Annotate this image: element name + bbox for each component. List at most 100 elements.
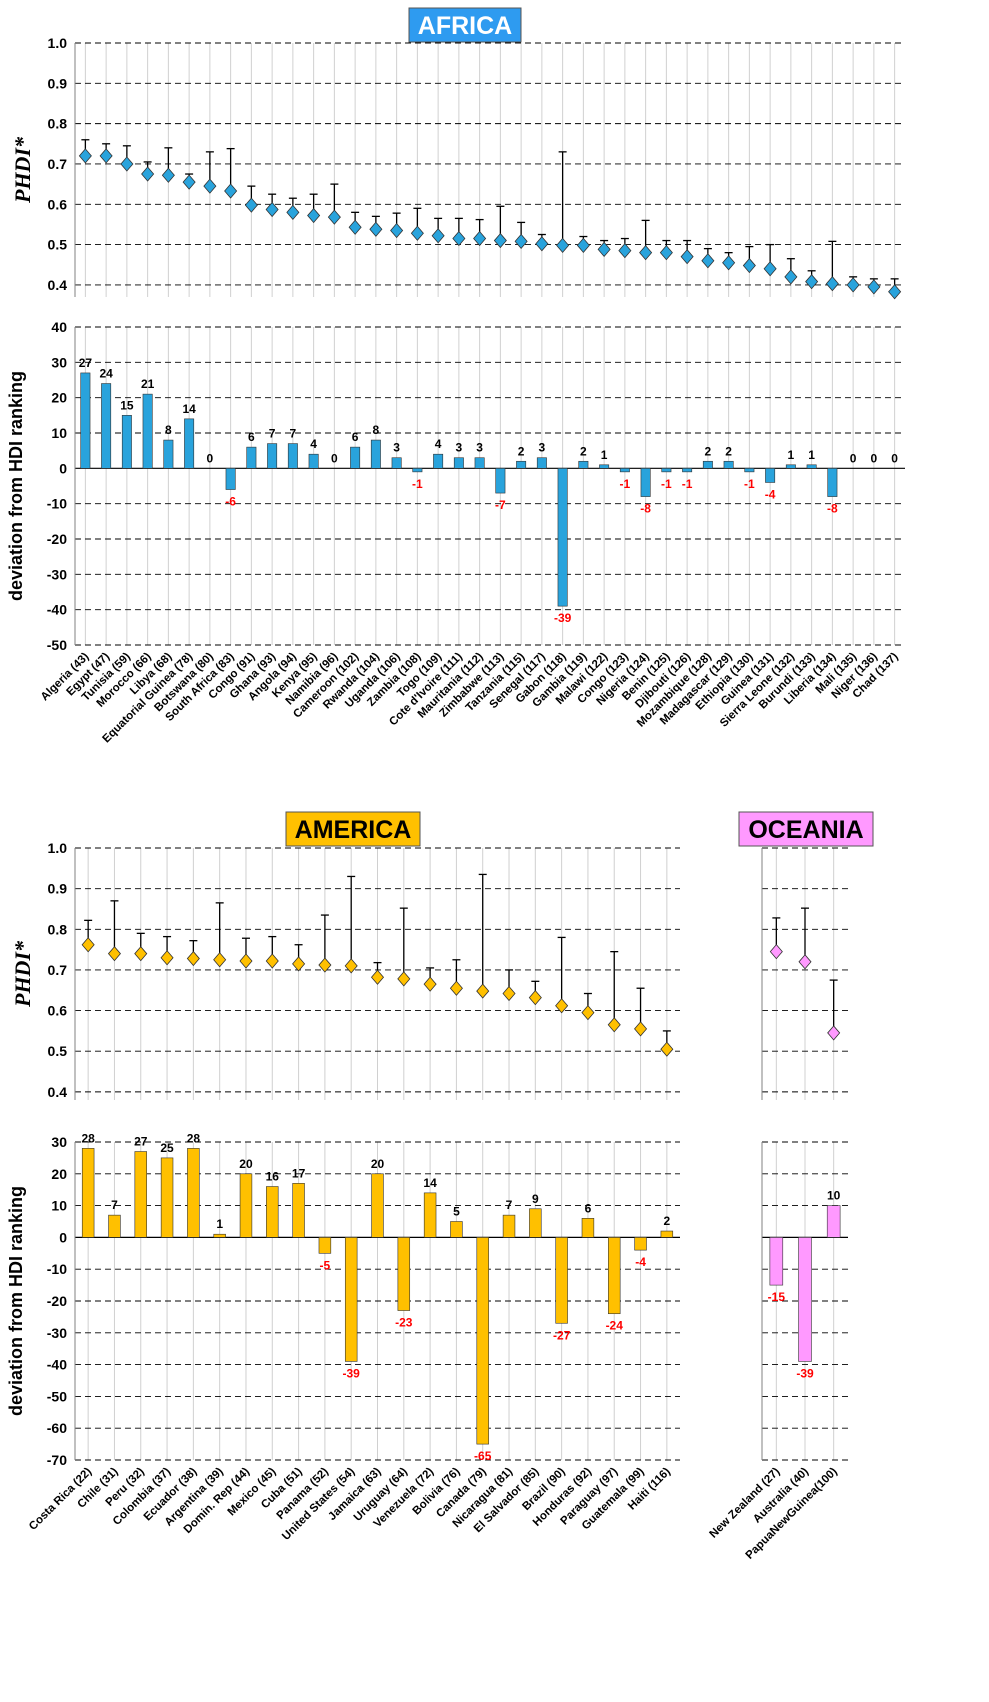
y-tick-label: -70 [47,1452,67,1468]
y-tick-label: 40 [51,319,67,335]
bar [287,443,298,469]
diamond [473,230,487,247]
data-label: -65 [474,1449,492,1463]
data-label: 5 [453,1205,460,1219]
diamond [203,178,217,194]
data-label: 27 [79,356,93,370]
bar [682,468,693,473]
diamond [618,243,632,259]
y-tick-label: -40 [47,1357,67,1373]
diamond [846,277,860,293]
data-label: -7 [495,498,506,512]
diamond [556,237,570,254]
y-tick-label: -30 [47,1325,67,1341]
data-label: -39 [796,1366,814,1380]
y-tick-label: -20 [47,1293,67,1309]
data-label: 0 [850,451,857,465]
diamond [763,261,777,277]
bar [660,1230,674,1238]
data-label: 24 [99,367,113,381]
diamond [397,971,411,987]
diamond [493,232,507,249]
bar [108,1214,121,1238]
data-label: 0 [207,451,214,465]
diamond [680,249,694,265]
title-box [285,811,421,847]
data-label: -1 [620,477,631,491]
bar [350,446,361,469]
diamond [410,225,424,241]
data-label: 1 [788,448,795,462]
data-label: -5 [320,1258,331,1272]
data-label: -39 [554,611,572,625]
bar [318,1237,332,1254]
y-tick-label: 0.4 [48,1084,68,1100]
bar [581,1218,595,1238]
bar [476,1237,489,1445]
data-label: -24 [606,1319,624,1333]
diamond [825,276,839,292]
y-tick-label: -10 [47,496,67,512]
y-tick-label: -60 [47,1420,67,1436]
diamond [390,222,404,239]
data-label: -1 [682,477,693,491]
data-label: -39 [343,1366,361,1380]
title-box [408,7,522,43]
bar [184,418,195,469]
diamond [265,201,279,218]
bar [134,1151,147,1238]
chart-title: AMERICA [295,816,412,844]
bar [397,1237,411,1311]
bar [578,460,589,469]
diamond [769,944,783,960]
diamond [576,237,590,254]
data-label: 7 [111,1198,118,1212]
data-label: -8 [640,502,651,516]
y-axis-label: deviation from HDI ranking [6,1186,26,1416]
diamond [528,989,542,1006]
data-label: -15 [768,1290,786,1304]
diamond [607,1017,621,1033]
bar [81,1148,95,1238]
chart-title: OCEANIA [748,816,863,844]
diamond [307,207,321,224]
diamond [798,954,812,970]
diamond [827,1025,841,1041]
diamond [535,236,549,252]
diamond [581,1004,595,1021]
diamond [134,946,148,962]
diamond [449,980,463,996]
diamond [888,284,902,300]
y-tick-label: -50 [47,1388,67,1404]
bar [599,464,610,469]
diamond [292,956,306,972]
diamond [369,221,383,237]
diamond [182,174,196,190]
bar [267,443,278,469]
y-tick-label: -10 [47,1261,67,1277]
data-label: -23 [395,1316,413,1330]
diamond [286,204,300,220]
data-label: -8 [827,502,838,516]
diamond [78,148,92,164]
data-label: 2 [705,444,712,458]
diamond [660,1041,674,1057]
data-label: 21 [141,377,155,391]
bar [433,453,444,469]
diamond [476,983,490,999]
diamond [224,183,238,199]
diamond [244,197,258,213]
data-label: 0 [891,451,898,465]
data-label: 2 [725,444,732,458]
y-tick-label: 0.7 [48,156,68,172]
bar [450,1221,463,1238]
bar [785,464,796,469]
bar [371,1173,384,1238]
bar [391,457,402,469]
bar [798,1237,812,1362]
y-tick-label: 30 [51,354,67,370]
title-box [738,811,874,847]
data-label: 4 [310,437,317,451]
diamond [99,148,113,164]
